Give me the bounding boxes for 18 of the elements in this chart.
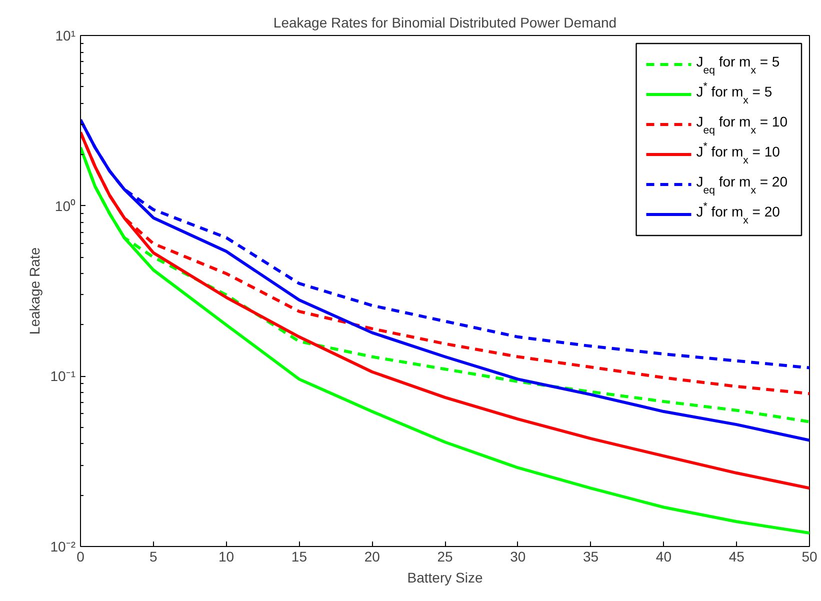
y-tick-label: 10¹	[55, 28, 76, 44]
x-tick-label: 35	[583, 548, 599, 564]
y-tick-label: 10⁻¹	[50, 368, 76, 384]
x-axis-title: Battery Size	[407, 570, 483, 586]
x-tick-label: 20	[364, 548, 380, 564]
x-tick-label: 10	[218, 548, 234, 564]
x-tick-label: 0	[76, 548, 85, 564]
x-tick-label: 15	[291, 548, 308, 564]
x-tick-label: 40	[656, 548, 672, 564]
y-axis-title: Leakage Rate	[26, 247, 42, 335]
y-tick-label: 10⁻²	[50, 538, 76, 554]
x-tick-label: 5	[150, 548, 158, 564]
x-tick-label: 30	[510, 548, 526, 564]
x-tick-label: 50	[802, 548, 818, 564]
x-tick-label: 45	[728, 548, 745, 564]
chart-title: Leakage Rates for Binomial Distributed Power Demand	[273, 14, 617, 30]
y-tick-label: 10⁰	[54, 198, 76, 214]
x-tick-label: 25	[437, 548, 453, 564]
